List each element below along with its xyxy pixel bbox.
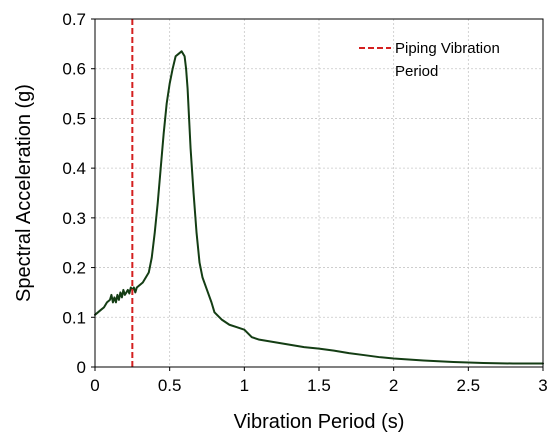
y-tick-label: 0.2	[62, 259, 86, 278]
series-layer	[94, 50, 544, 365]
y-tick-label: 0.5	[62, 109, 86, 128]
y-tick-label: 0.1	[62, 308, 86, 327]
legend-label-reference-line: Piping Vibration	[395, 40, 500, 57]
x-tick-label: 1	[240, 376, 249, 395]
plot-frame	[94, 18, 544, 368]
legend: Piping Vibration Period	[359, 40, 500, 80]
x-tick-label: 3	[538, 376, 547, 395]
x-tick-label: 2.5	[457, 376, 481, 395]
y-tick-label: 0.6	[62, 60, 86, 79]
y-axis-title: Spectral Acceleration (g)	[13, 84, 35, 302]
legend-label-reference-line-cont: Period	[395, 63, 438, 80]
axis-ticks: 0 0.1 0.2 0.3 0.4 0.5 0.6 0.7 0 0.5 1 1.5 2 2.5 3	[62, 10, 547, 395]
x-tick-label: 2	[389, 376, 398, 395]
y-tick-label: 0.3	[62, 209, 86, 228]
y-tick-label: 0	[77, 358, 86, 377]
y-tick-label: 0.4	[62, 159, 86, 178]
x-tick-label: 1.5	[307, 376, 331, 395]
x-axis-title: Vibration Period (s)	[234, 411, 405, 433]
series-line-spectral-acceleration	[94, 50, 544, 365]
x-tick-label: 0	[90, 376, 99, 395]
grid	[95, 19, 543, 367]
y-tick-label: 0.7	[62, 10, 86, 29]
x-tick-label: 0.5	[158, 376, 182, 395]
